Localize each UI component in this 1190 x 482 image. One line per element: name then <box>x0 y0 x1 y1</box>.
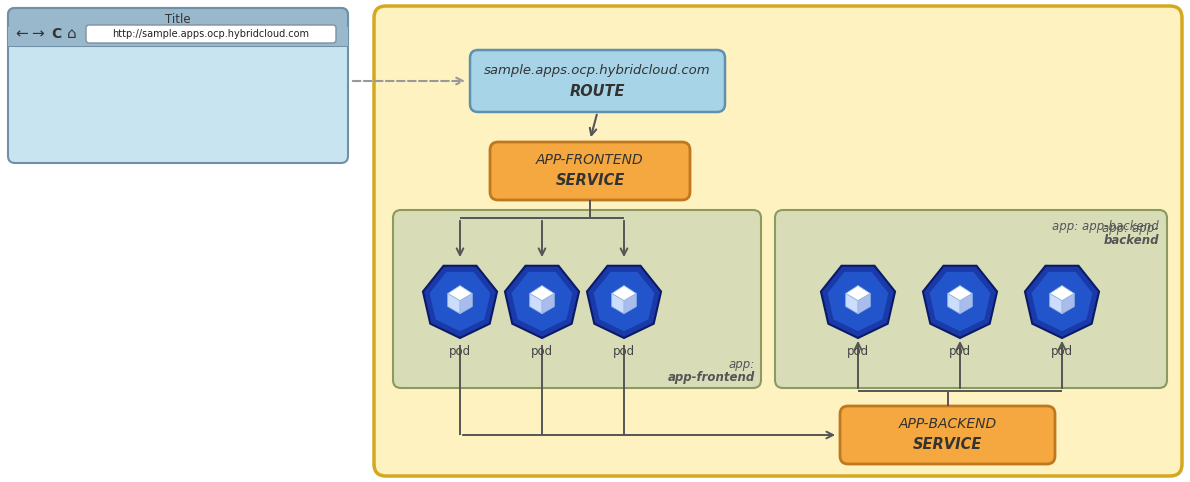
Polygon shape <box>612 294 624 314</box>
Polygon shape <box>422 266 497 338</box>
Polygon shape <box>461 294 472 314</box>
Polygon shape <box>530 285 555 301</box>
Text: SERVICE: SERVICE <box>913 437 982 452</box>
Polygon shape <box>929 272 990 331</box>
Text: ROUTE: ROUTE <box>570 84 625 99</box>
Polygon shape <box>1050 294 1061 314</box>
Text: app-frontend: app-frontend <box>668 371 754 384</box>
Bar <box>10 46 347 47</box>
Polygon shape <box>447 285 472 301</box>
FancyBboxPatch shape <box>775 210 1167 388</box>
Text: pod: pod <box>948 345 971 358</box>
Polygon shape <box>1032 272 1092 331</box>
Text: app: app-: app: app- <box>1102 222 1159 235</box>
Polygon shape <box>947 285 972 301</box>
FancyBboxPatch shape <box>8 8 347 163</box>
Text: pod: pod <box>449 345 471 358</box>
Polygon shape <box>1025 266 1100 338</box>
FancyBboxPatch shape <box>86 25 336 43</box>
Polygon shape <box>505 266 580 338</box>
Text: C: C <box>51 27 61 41</box>
Text: app: app-backend: app: app-backend <box>1052 220 1159 233</box>
Polygon shape <box>530 294 541 314</box>
Text: Title: Title <box>165 13 190 26</box>
FancyBboxPatch shape <box>393 210 760 388</box>
Polygon shape <box>624 294 637 314</box>
Text: pod: pod <box>613 345 635 358</box>
Polygon shape <box>430 272 490 331</box>
Polygon shape <box>1061 294 1075 314</box>
Text: APP-FRONTEND: APP-FRONTEND <box>537 153 644 167</box>
Polygon shape <box>447 294 461 314</box>
Text: pod: pod <box>1051 345 1073 358</box>
Text: app:: app: <box>728 358 754 371</box>
Polygon shape <box>858 294 870 314</box>
Bar <box>8 27 347 46</box>
Polygon shape <box>594 272 654 331</box>
Text: ⌂: ⌂ <box>67 27 77 41</box>
FancyBboxPatch shape <box>374 6 1182 476</box>
Text: sample.apps.ocp.hybridcloud.com: sample.apps.ocp.hybridcloud.com <box>484 64 710 77</box>
Text: →: → <box>32 27 44 41</box>
Text: ←: ← <box>15 27 29 41</box>
FancyBboxPatch shape <box>840 406 1056 464</box>
Polygon shape <box>821 266 895 338</box>
Text: backend: backend <box>1103 234 1159 247</box>
Polygon shape <box>512 272 572 331</box>
Polygon shape <box>947 294 960 314</box>
Text: http://sample.apps.ocp.hybridcloud.com: http://sample.apps.ocp.hybridcloud.com <box>113 29 309 39</box>
Text: APP-BACKEND: APP-BACKEND <box>898 417 996 431</box>
FancyBboxPatch shape <box>470 50 725 112</box>
FancyBboxPatch shape <box>490 142 690 200</box>
Polygon shape <box>541 294 555 314</box>
Text: SERVICE: SERVICE <box>556 173 625 188</box>
Polygon shape <box>846 285 870 301</box>
Polygon shape <box>587 266 662 338</box>
Polygon shape <box>827 272 889 331</box>
Polygon shape <box>960 294 972 314</box>
Text: pod: pod <box>847 345 869 358</box>
Polygon shape <box>923 266 997 338</box>
Text: pod: pod <box>531 345 553 358</box>
Polygon shape <box>846 294 858 314</box>
Polygon shape <box>612 285 637 301</box>
FancyBboxPatch shape <box>8 8 347 46</box>
Polygon shape <box>1050 285 1075 301</box>
